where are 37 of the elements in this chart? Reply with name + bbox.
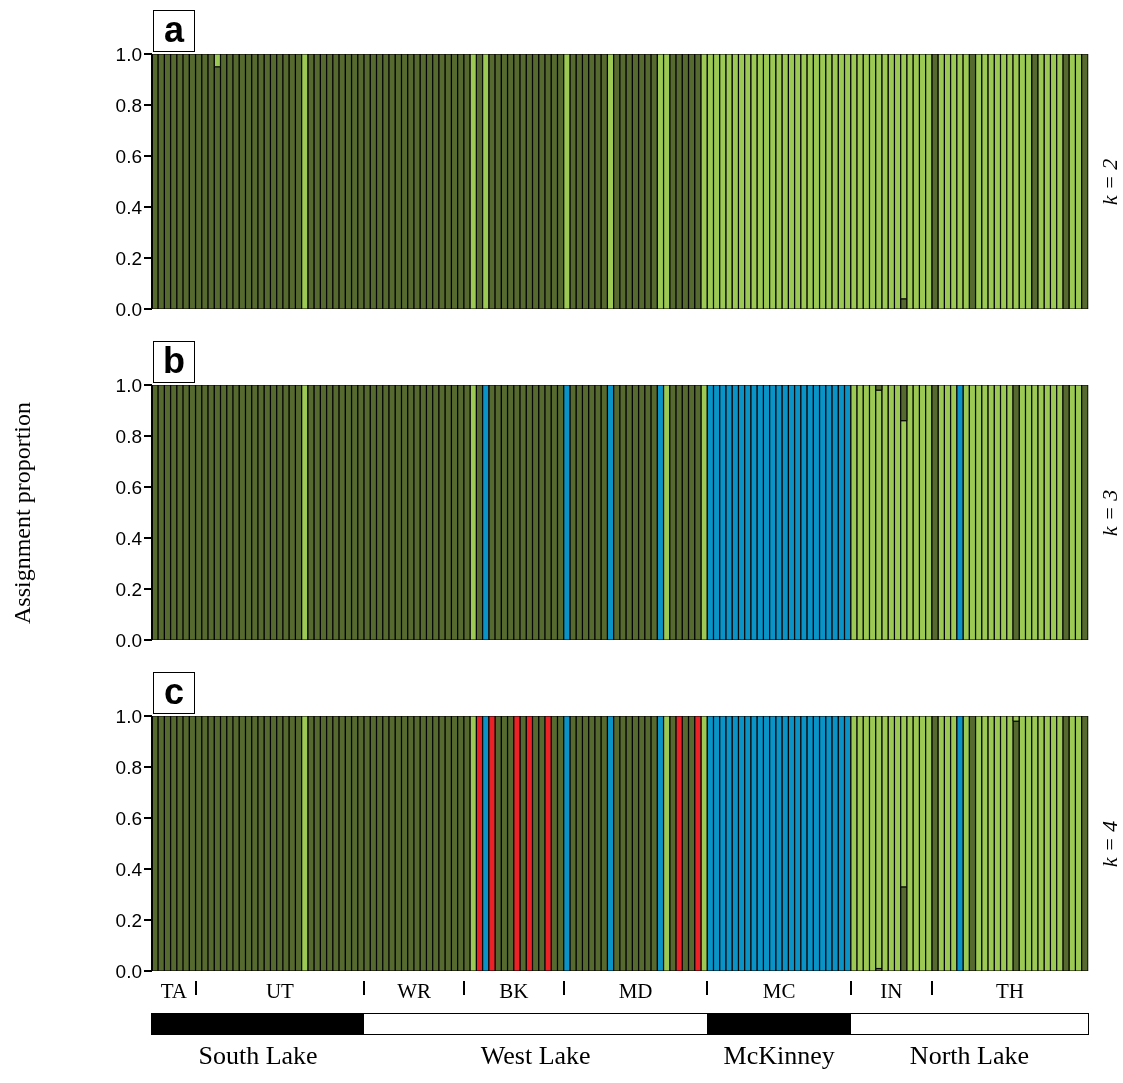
text: UT — [264, 979, 295, 1004]
text: TA — [159, 979, 188, 1004]
y-tick-label: 0.4 — [115, 196, 143, 218]
text: WR — [396, 979, 432, 1004]
text: South Lake — [197, 1041, 319, 1071]
y-tick-label: 0.6 — [115, 145, 142, 167]
y2-axis-title: k = 2 — [1097, 158, 1123, 205]
chart-title: c — [153, 671, 195, 714]
text: TH — [995, 979, 1025, 1004]
y-tick-label: 0.6 — [115, 476, 142, 498]
y-tick-label: 0.2 — [115, 909, 142, 931]
text: McKinney — [722, 1041, 836, 1071]
y-tick-label: 1.0 — [115, 374, 142, 396]
y-tick-label: 1.0 — [115, 705, 142, 727]
y-tick-label: 0.2 — [115, 578, 142, 600]
y-tick-label: 0.0 — [115, 298, 142, 320]
y2-axis-title: k = 3 — [1097, 489, 1123, 536]
text: MD — [617, 979, 654, 1004]
y2-axis-title: k = 4 — [1097, 820, 1123, 867]
chart-title: a — [153, 9, 195, 52]
y-tick-label: 0.8 — [115, 94, 142, 116]
text: West Lake — [479, 1041, 592, 1071]
text: IN — [879, 979, 904, 1004]
text: North Lake — [908, 1041, 1030, 1071]
y-tick-label: 0.2 — [115, 247, 142, 269]
text: MC — [761, 979, 797, 1004]
y-tick-label: 0.6 — [115, 807, 142, 829]
y-tick-label: 1.0 — [115, 43, 142, 65]
chart-title: b — [153, 340, 195, 383]
text: BK — [498, 979, 530, 1004]
y-tick-label: 0.8 — [115, 425, 142, 447]
y-tick-label: 0.0 — [115, 629, 142, 651]
y-axis-title: Assignment proportion — [8, 401, 36, 624]
y-tick-label: 0.4 — [115, 527, 143, 549]
y-tick-label: 0.4 — [115, 858, 143, 880]
y-tick-label: 0.0 — [115, 960, 142, 982]
y-tick-label: 0.8 — [115, 756, 142, 778]
